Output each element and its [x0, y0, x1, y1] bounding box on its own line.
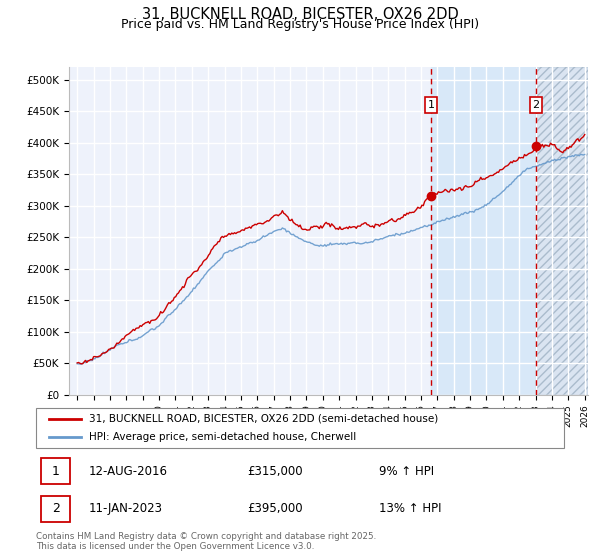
Text: 31, BUCKNELL ROAD, BICESTER, OX26 2DD: 31, BUCKNELL ROAD, BICESTER, OX26 2DD	[142, 7, 458, 22]
Text: 12-AUG-2016: 12-AUG-2016	[89, 465, 168, 478]
Text: 9% ↑ HPI: 9% ↑ HPI	[379, 465, 434, 478]
Bar	[536, 67, 588, 395]
Text: 13% ↑ HPI: 13% ↑ HPI	[379, 502, 442, 515]
FancyBboxPatch shape	[41, 496, 70, 522]
Text: £395,000: £395,000	[247, 502, 303, 515]
Text: 1: 1	[52, 465, 60, 478]
Text: Price paid vs. HM Land Registry's House Price Index (HPI): Price paid vs. HM Land Registry's House …	[121, 18, 479, 31]
FancyBboxPatch shape	[36, 408, 564, 448]
Text: 1: 1	[428, 100, 434, 110]
Text: 31, BUCKNELL ROAD, BICESTER, OX26 2DD (semi-detached house): 31, BUCKNELL ROAD, BICESTER, OX26 2DD (s…	[89, 414, 438, 423]
Bar	[431, 67, 536, 395]
Bar	[536, 67, 588, 395]
Text: £315,000: £315,000	[247, 465, 303, 478]
Text: Contains HM Land Registry data © Crown copyright and database right 2025.
This d: Contains HM Land Registry data © Crown c…	[36, 532, 376, 552]
Text: 2: 2	[52, 502, 60, 515]
Text: 2: 2	[533, 100, 539, 110]
Text: HPI: Average price, semi-detached house, Cherwell: HPI: Average price, semi-detached house,…	[89, 432, 356, 442]
FancyBboxPatch shape	[41, 458, 70, 484]
Text: 11-JAN-2023: 11-JAN-2023	[89, 502, 163, 515]
